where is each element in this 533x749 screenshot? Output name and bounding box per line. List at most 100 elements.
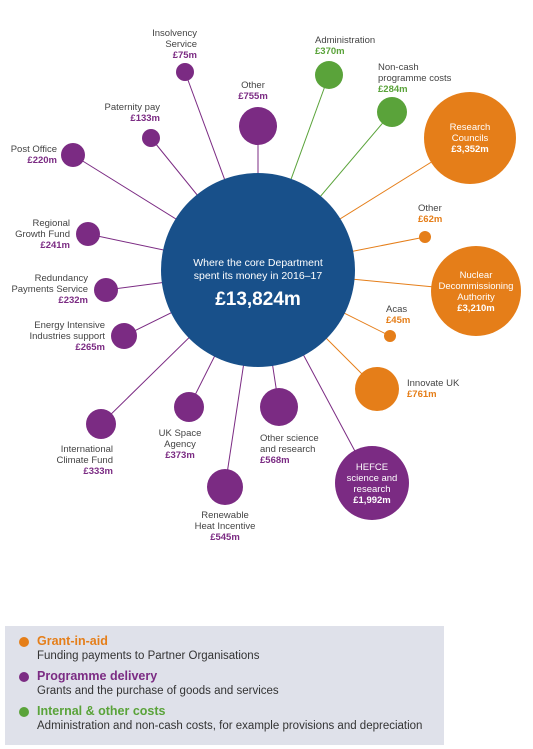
insolvency-service-value: £75m — [173, 50, 197, 61]
regional-growth-fund-node — [76, 222, 100, 246]
renewable-heat-incentive-value: £545m — [210, 532, 240, 543]
uk-space-agency-node — [174, 392, 204, 422]
spending-labels: InsolvencyService£75mOther£755mPaternity… — [11, 28, 514, 543]
redundancy-payments-service-name-line: Redundancy — [35, 273, 89, 284]
hefce-science-and-research-value: £1,992m — [353, 495, 391, 506]
paternity-pay-name-line: Paternity pay — [105, 102, 161, 113]
regional-growth-fund-name-line: Growth Fund — [15, 229, 70, 240]
other-grant-name-line: Other — [418, 203, 442, 214]
non-cash-programme-costs-value: £284m — [378, 84, 408, 95]
non-cash-programme-costs-name-line: programme costs — [378, 73, 452, 84]
international-climate-fund-value: £333m — [83, 466, 113, 477]
post-office-value: £220m — [27, 155, 57, 166]
legend-description: Funding payments to Partner Organisation… — [37, 650, 260, 662]
legend-title: Programme delivery — [37, 669, 158, 683]
nuclear-decommissioning-authority-value: £3,210m — [457, 303, 495, 314]
international-climate-fund-node — [86, 409, 116, 439]
research-councils-name-line: Councils — [452, 133, 489, 144]
international-climate-fund-name-line: Climate Fund — [57, 455, 114, 466]
legend-title: Grant-in-aid — [37, 634, 108, 648]
redundancy-payments-service-value: £232m — [58, 295, 88, 306]
legend-item-grant-in-aid: Grant-in-aid Funding payments to Partner… — [19, 634, 436, 664]
nuclear-decommissioning-authority-node — [431, 246, 521, 336]
redundancy-payments-service-name-line: Payments Service — [11, 284, 88, 295]
acas-value: £45m — [386, 315, 410, 326]
insolvency-service-name-line: Service — [165, 39, 197, 50]
hefce-science-and-research-node — [335, 446, 409, 520]
research-councils-value: £3,352m — [451, 144, 489, 155]
research-councils-node — [424, 92, 516, 184]
other-science-and-research-name-line: and research — [260, 444, 315, 455]
hefce-science-and-research-name-line: HEFCE — [356, 462, 388, 473]
nuclear-decommissioning-authority-name-line: Authority — [457, 292, 495, 303]
legend-item-programme-delivery: Programme delivery Grants and the purcha… — [19, 669, 436, 699]
insolvency-service-name-line: Insolvency — [152, 28, 197, 39]
orange-dot-icon — [19, 637, 29, 647]
other-programme-name-line: Other — [241, 80, 265, 91]
other-programme-label: Other£755m — [238, 80, 268, 102]
purple-dot-icon — [19, 672, 29, 682]
renewable-heat-incentive-name-line: Renewable — [201, 510, 249, 521]
innovate-uk-value: £761m — [407, 389, 437, 400]
legend-title: Internal & other costs — [37, 704, 166, 718]
legend-item-internal-other-costs: Internal & other costs Administration an… — [19, 704, 436, 734]
spending-nodes — [61, 61, 521, 520]
renewable-heat-incentive-name-line: Heat Incentive — [195, 521, 256, 532]
hefce-science-and-research-name-line: research — [354, 484, 391, 495]
other-science-and-research-node — [260, 388, 298, 426]
energy-intensive-industries-support-name-line: Energy Intensive — [34, 320, 105, 331]
innovate-uk-name-line: Innovate UK — [407, 378, 460, 389]
acas-node — [384, 330, 396, 342]
legend-description: Administration and non-cash costs, for e… — [37, 720, 423, 732]
international-climate-fund-name-line: International — [61, 444, 113, 455]
administration-node — [315, 61, 343, 89]
uk-space-agency-value: £373m — [165, 450, 195, 461]
spending-diagram: InsolvencyService£75mOther£755mPaternity… — [11, 28, 521, 543]
nuclear-decommissioning-authority-name-line: Nuclear — [460, 270, 493, 281]
administration-value: £370m — [315, 46, 345, 57]
energy-intensive-industries-support-name-line: Industries support — [29, 331, 105, 342]
non-cash-programme-costs-name-line: Non-cash — [378, 62, 419, 73]
core-circle-shape — [161, 173, 355, 367]
energy-intensive-industries-support-node — [111, 323, 137, 349]
post-office-node — [61, 143, 85, 167]
hefce-science-and-research-name-line: science and — [347, 473, 398, 484]
other-grant-node — [419, 231, 431, 243]
nuclear-decommissioning-authority-name-line: Decommissioning — [439, 281, 514, 292]
uk-space-agency-name-line: UK Space — [159, 428, 202, 439]
paternity-pay-node — [142, 129, 160, 147]
core-total: £13,824m — [215, 289, 301, 310]
legend-description: Grants and the purchase of goods and ser… — [37, 685, 279, 697]
regional-growth-fund-value: £241m — [40, 240, 70, 251]
other-grant-value: £62m — [418, 214, 442, 225]
other-grant-label: Other£62m — [418, 203, 442, 225]
uk-space-agency-name-line: Agency — [164, 439, 196, 450]
redundancy-payments-service-node — [94, 278, 118, 302]
other-science-and-research-name-line: Other science — [260, 433, 319, 444]
acas-name-line: Acas — [386, 304, 407, 315]
other-programme-node — [239, 107, 277, 145]
post-office-name-line: Post Office — [11, 144, 57, 155]
regional-growth-fund-name-line: Regional — [33, 218, 71, 229]
non-cash-programme-costs-node — [377, 97, 407, 127]
other-programme-value: £755m — [238, 91, 268, 102]
other-science-and-research-value: £568m — [260, 455, 290, 466]
administration-label: Administration£370m — [315, 35, 375, 57]
core-department-circle: Where the core Department spent its mone… — [161, 173, 355, 367]
energy-intensive-industries-support-value: £265m — [75, 342, 105, 353]
core-caption-line-1: Where the core Department — [193, 257, 323, 269]
insolvency-service-node — [176, 63, 194, 81]
administration-name-line: Administration — [315, 35, 375, 46]
research-councils-name-line: Research — [450, 122, 491, 133]
